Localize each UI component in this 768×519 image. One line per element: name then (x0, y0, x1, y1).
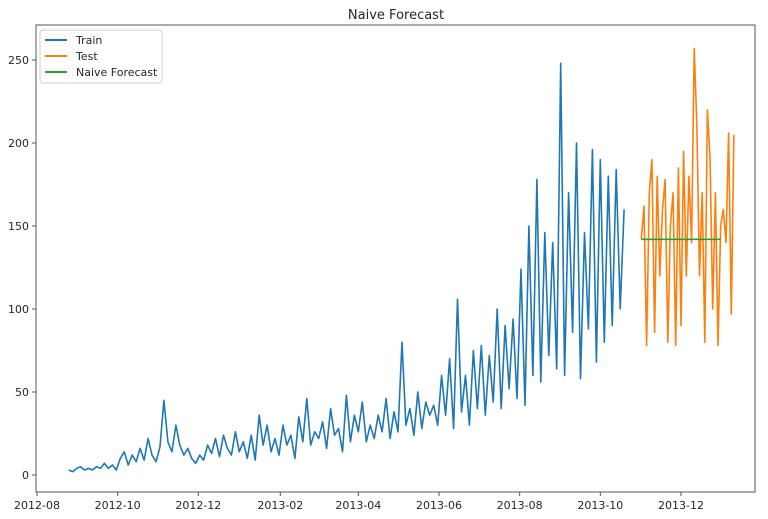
legend-train-label: Train (75, 34, 102, 47)
train-line (68, 62, 625, 473)
legend-naive-label: Naive Forecast (76, 66, 158, 79)
x-tick-label: 2013-02 (257, 499, 303, 512)
test-line (640, 47, 735, 347)
x-tick-label: 2013-10 (577, 499, 623, 512)
chart-title: Naive Forecast (348, 8, 444, 23)
y-tick-label: 250 (8, 54, 29, 67)
legend: Train Test Naive Forecast (39, 29, 163, 84)
x-tick-label: 2013-12 (658, 499, 704, 512)
y-tick-label: 0 (22, 469, 29, 482)
x-tick-label: 2012-10 (95, 499, 141, 512)
x-tick-label: 2013-06 (416, 499, 462, 512)
y-tick-label: 100 (8, 303, 29, 316)
y-tick-label: 200 (8, 137, 29, 150)
x-tick-label: 2012-12 (175, 499, 221, 512)
y-axis: 0 50 100 150 200 250 (8, 54, 36, 482)
x-tick-label: 2013-08 (497, 499, 543, 512)
legend-test-label: Test (75, 50, 98, 63)
y-tick-label: 150 (8, 220, 29, 233)
x-tick-label: 2013-04 (335, 499, 381, 512)
y-tick-label: 50 (15, 386, 29, 399)
plot-area (68, 47, 735, 473)
x-tick-label: 2012-08 (14, 499, 60, 512)
x-axis: 2012-08 2012-10 2012-12 2013-02 2013-04 2013-… (14, 492, 704, 512)
axes-frame (35, 24, 756, 493)
